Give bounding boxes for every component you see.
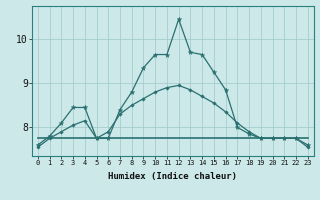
- X-axis label: Humidex (Indice chaleur): Humidex (Indice chaleur): [108, 172, 237, 181]
